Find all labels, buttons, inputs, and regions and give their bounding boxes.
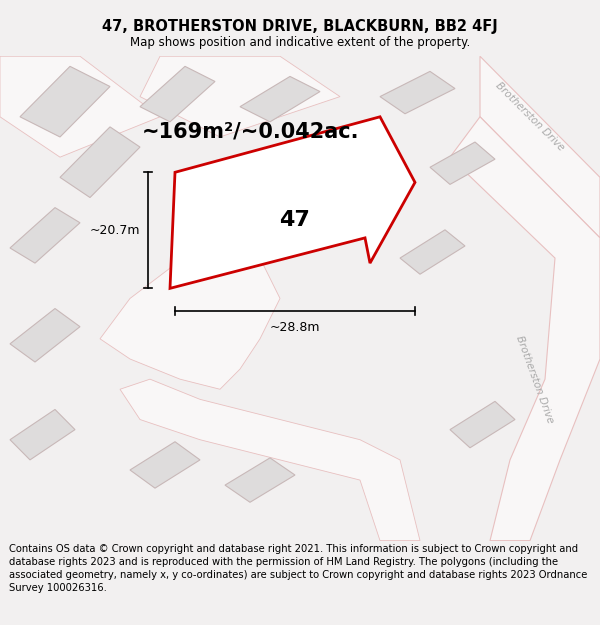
Text: Brotherston Drive: Brotherston Drive	[514, 334, 556, 424]
Polygon shape	[380, 71, 455, 114]
Polygon shape	[140, 66, 215, 122]
Text: Map shows position and indicative extent of the property.: Map shows position and indicative extent…	[130, 36, 470, 49]
Polygon shape	[450, 117, 600, 541]
Polygon shape	[10, 409, 75, 460]
Text: ~28.8m: ~28.8m	[270, 321, 320, 334]
Polygon shape	[240, 76, 320, 122]
Polygon shape	[225, 458, 295, 503]
Text: 47, BROTHERSTON DRIVE, BLACKBURN, BB2 4FJ: 47, BROTHERSTON DRIVE, BLACKBURN, BB2 4F…	[102, 19, 498, 34]
Polygon shape	[60, 127, 140, 198]
Polygon shape	[140, 56, 340, 137]
Polygon shape	[100, 248, 280, 389]
Polygon shape	[450, 401, 515, 448]
Polygon shape	[430, 142, 495, 184]
Polygon shape	[120, 379, 420, 541]
Polygon shape	[400, 230, 465, 274]
Text: ~20.7m: ~20.7m	[89, 224, 140, 237]
Polygon shape	[130, 442, 200, 488]
Polygon shape	[20, 66, 110, 137]
Text: Contains OS data © Crown copyright and database right 2021. This information is : Contains OS data © Crown copyright and d…	[9, 544, 587, 593]
Polygon shape	[170, 117, 415, 288]
Polygon shape	[480, 56, 600, 238]
Polygon shape	[10, 309, 80, 362]
Polygon shape	[10, 208, 80, 263]
Text: Brotherston Drive: Brotherston Drive	[494, 81, 566, 153]
Polygon shape	[310, 177, 385, 226]
Text: ~169m²/~0.042ac.: ~169m²/~0.042ac.	[141, 122, 359, 142]
Polygon shape	[0, 56, 160, 157]
Text: 47: 47	[280, 210, 310, 230]
